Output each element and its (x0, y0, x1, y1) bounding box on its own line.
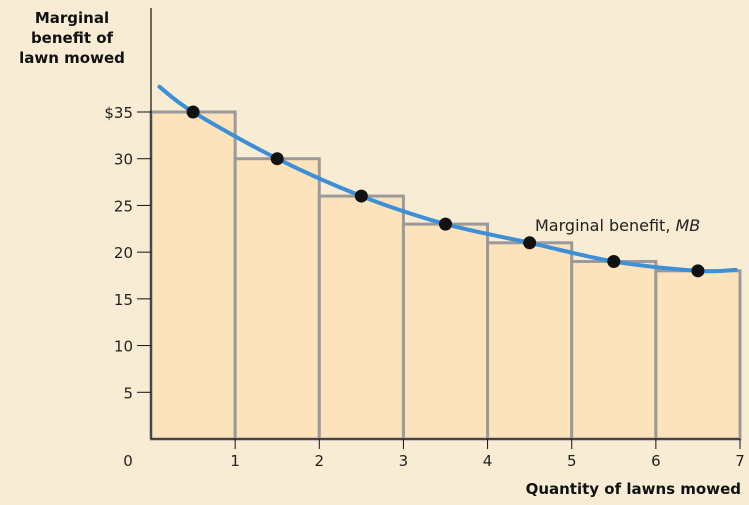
mb-point-4 (439, 217, 452, 231)
mb-point-7 (691, 264, 705, 278)
curve-label: Marginal benefit, MB (535, 216, 700, 235)
x-axis-label: Quantity of lawns mowed (525, 480, 741, 498)
x-tick-label: 3 (399, 452, 409, 470)
x-tick-label: 2 (315, 452, 325, 470)
y-tick-label: 20 (114, 244, 133, 262)
y-tick-label: 25 (114, 197, 133, 215)
y-tick-label: $35 (104, 104, 133, 122)
bars-layer (149, 110, 742, 441)
y-tick-label: 30 (114, 151, 133, 169)
axis-layer: 5 10 15 20 25 30 $35 0 1 2 3 4 5 6 7 (104, 8, 745, 470)
points-layer (186, 105, 705, 278)
curve-label-text: Marginal benefit, (535, 216, 676, 235)
y-tick-label: 10 (114, 338, 133, 356)
bar-5 (486, 241, 574, 441)
y-axis-label-line: lawn mowed (19, 49, 125, 67)
bar-1 (149, 110, 237, 441)
x-tick-label: 5 (567, 452, 577, 470)
bar-2 (233, 157, 321, 441)
y-axis-label-line: Marginal (34, 9, 110, 27)
x-tick-label: 0 (123, 452, 133, 470)
mb-point-2 (270, 152, 284, 166)
mb-point-6 (607, 254, 621, 268)
y-axis-label: Marginal benefit of lawn mowed (2, 8, 142, 68)
bar-3 (317, 194, 405, 441)
bar-4 (401, 222, 490, 441)
mb-point-1 (186, 105, 200, 119)
curve-label-italic: MB (676, 216, 701, 235)
x-tick-label: 6 (651, 452, 661, 470)
y-axis-label-line: benefit of (30, 29, 114, 47)
mb-point-3 (354, 189, 368, 203)
x-tick-label: 4 (483, 452, 493, 470)
y-tick-label: 5 (123, 384, 133, 402)
y-tick-label: 15 (114, 291, 133, 309)
bar-6 (570, 259, 658, 441)
x-tick-label: 7 (735, 452, 745, 470)
bar-7 (654, 269, 742, 441)
mb-point-5 (523, 236, 537, 250)
x-tick-label: 1 (230, 452, 240, 470)
